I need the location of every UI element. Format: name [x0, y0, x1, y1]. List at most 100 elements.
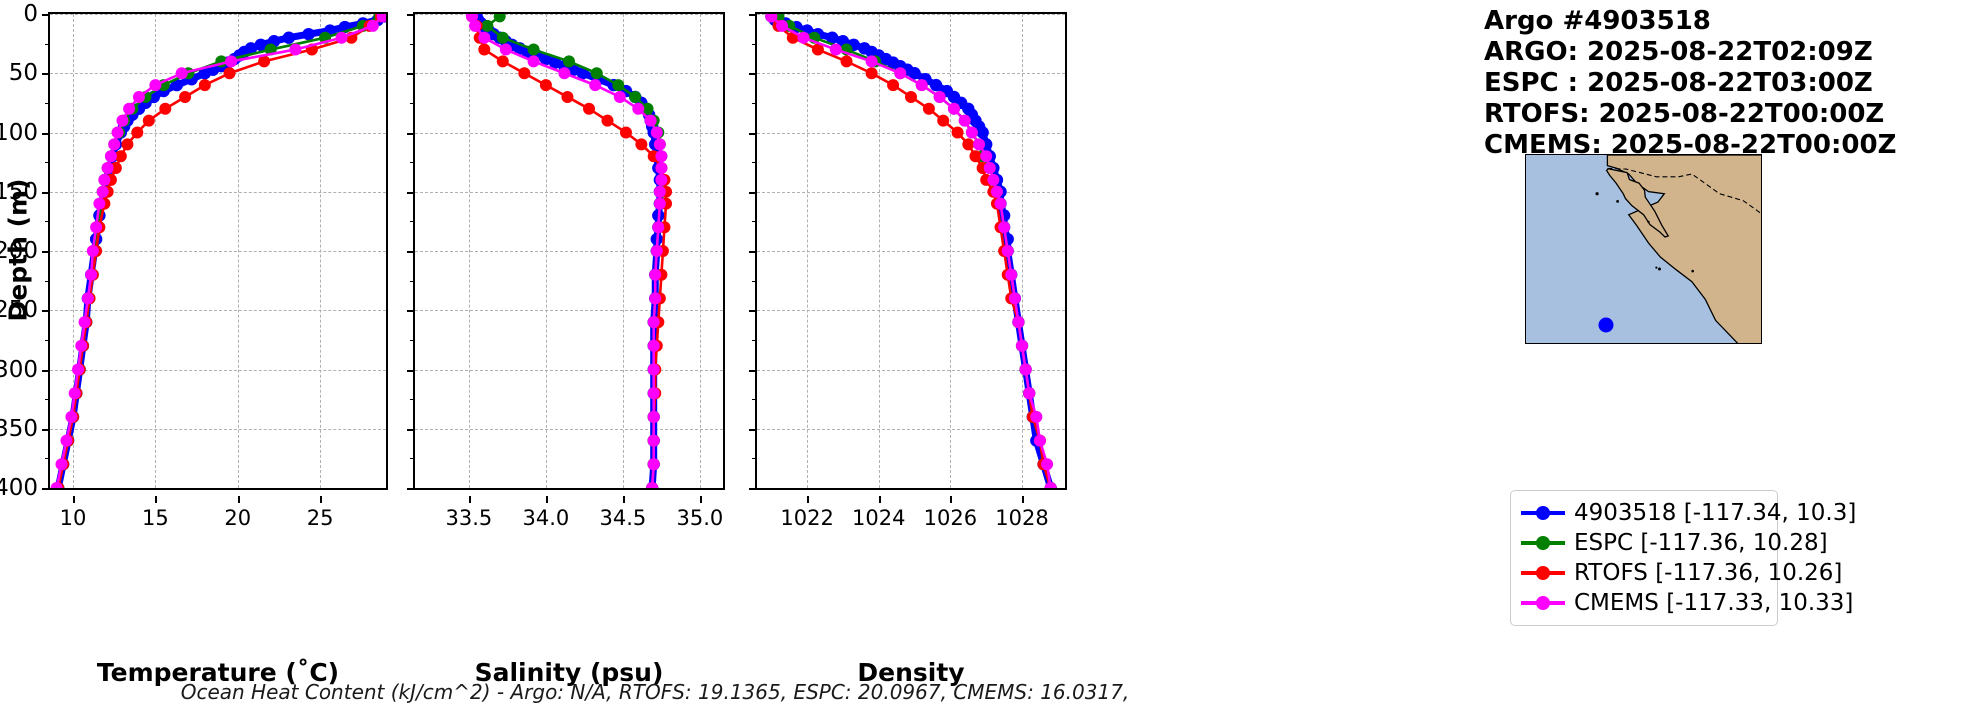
x-tick-label-density-1: 1024	[852, 506, 906, 530]
location-map[interactable]: 33°N30°N27°N24°N21°N18°N15°N12°N9°N126°W…	[1525, 154, 1762, 344]
y-tick-label-350: 350	[0, 415, 38, 442]
map-coastline	[1595, 155, 1761, 343]
series-temperature-RTOFS	[52, 14, 386, 488]
map-lon-tick-top	[1633, 154, 1636, 155]
legend-label-rtofs: RTOFS [-117.36, 10.26]	[1574, 560, 1843, 586]
argo-float-marker[interactable]	[1598, 317, 1614, 333]
legend-item-argo[interactable]: 4903518 [-117.34, 10.3]	[1521, 498, 1856, 528]
y-tick-minor	[45, 458, 50, 460]
legend-dot	[1536, 506, 1550, 520]
map-lon-tick-top-minor	[1550, 154, 1552, 155]
y-tick-minor	[752, 339, 757, 341]
series-salinity-ESPC	[481, 14, 668, 488]
series-layer-salinity	[465, 14, 673, 488]
y-tick	[42, 73, 50, 76]
gridline-horizontal	[50, 369, 386, 371]
gridline-horizontal	[415, 14, 723, 15]
x-tick	[155, 496, 158, 503]
map-lat-label-5: 18°N	[1525, 263, 1526, 279]
y-tick-minor	[410, 339, 415, 341]
x-tick-label-temperature-1: 15	[142, 506, 169, 530]
legend-item-rtofs[interactable]: RTOFS [-117.36, 10.26]	[1521, 558, 1842, 588]
map-lon-tick-top-minor	[1621, 154, 1623, 155]
island	[1647, 220, 1650, 224]
y-tick	[42, 191, 50, 194]
y-tick	[42, 369, 50, 372]
header-line-0: Argo #4903518	[1484, 6, 1711, 36]
header-line-3: RTOFS: 2025-08-22T00:00Z	[1484, 98, 1885, 129]
y-tick-minor	[410, 399, 415, 401]
x-tick	[545, 496, 548, 503]
map-lat-label-0: 33°N	[1525, 158, 1526, 174]
gridline-horizontal	[415, 251, 723, 252]
legend-dot	[1536, 566, 1550, 580]
y-tick-label-200: 200	[0, 238, 38, 264]
y-tick	[407, 132, 415, 135]
y-tick-minor	[752, 399, 757, 401]
y-tick	[42, 428, 50, 431]
map-lat-label-6: 15°N	[1525, 284, 1526, 300]
y-tick-label-400: 400	[0, 475, 38, 501]
x-tick-label-salinity-3: 35.0	[676, 506, 724, 530]
axis-title-salinity: Salinity (psu)	[474, 658, 664, 687]
y-tick-minor	[752, 162, 757, 164]
panel-density: 1022 1024 1026 1028	[749, 12, 1067, 530]
map-lon-tick-top	[1751, 154, 1754, 155]
y-tick-minor	[752, 43, 757, 45]
gridline-horizontal	[757, 251, 1065, 252]
legend-marker-argo	[1521, 506, 1565, 520]
header-line-1: ARGO: 2025-08-22T02:09Z	[1484, 36, 1873, 67]
y-tick	[407, 488, 415, 490]
y-tick-minor	[45, 221, 50, 223]
ocean-heat-content-caption: Ocean Heat Content (kJ/cm^2) - Argo: N/A…	[180, 680, 1130, 704]
map-lat-label-2: 27°N	[1525, 200, 1526, 216]
gridline-horizontal	[757, 369, 1065, 371]
y-tick-minor	[752, 102, 757, 104]
y-tick	[407, 428, 415, 431]
plot-area-density	[757, 14, 1065, 488]
gridline-horizontal	[415, 310, 723, 312]
x-tick-label-salinity-1: 34.0	[522, 506, 570, 530]
y-tick	[749, 14, 757, 16]
y-tick-minor	[410, 221, 415, 223]
gridline-horizontal	[50, 14, 386, 15]
gridline-horizontal	[50, 132, 386, 134]
x-tick	[622, 496, 625, 503]
map-lon-tick-top	[1538, 154, 1541, 155]
y-tick	[407, 369, 415, 372]
island	[1658, 267, 1661, 271]
map-lat-label-7: 12°N	[1525, 305, 1526, 321]
legend-marker-espc	[1521, 536, 1565, 550]
series-salinity-RTOFS	[465, 14, 673, 488]
panel-salinity: 33.5 34.0 34.5 35.0	[407, 12, 725, 530]
x-tick-label-temperature-2: 20	[224, 506, 252, 530]
y-tick	[749, 369, 757, 372]
gridline-horizontal	[757, 310, 1065, 312]
y-tick-label-300: 300	[0, 356, 38, 383]
map-lat-tick-minor	[1525, 197, 1526, 199]
legend-label-argo: 4903518 [-117.34, 10.3]	[1574, 500, 1857, 526]
map-lon-tick-top-minor	[1716, 154, 1718, 155]
x-tick-label-temperature-0: 10	[59, 506, 87, 530]
gridline-horizontal	[50, 73, 386, 75]
y-tick	[749, 310, 757, 313]
y-tick	[407, 191, 415, 194]
series-density-ESPC	[772, 14, 1057, 488]
argo-metadata-header: Argo #4903518 ARGO: 2025-08-22T02:09Z ESPC…	[1484, 6, 1896, 161]
map-lon-tick-top	[1585, 154, 1588, 155]
map-lon-tick-top	[1727, 154, 1730, 155]
panel-temperature: 10 15 20 25 0 50 100 150 200 250 300 350 400	[0, 1, 388, 530]
island	[1616, 200, 1619, 203]
island	[1655, 266, 1658, 269]
legend-label-cmems: CMEMS [-117.33, 10.33]	[1574, 590, 1854, 616]
legend-item-espc[interactable]: ESPC [-117.36, 10.28]	[1521, 528, 1828, 558]
legend-item-cmems[interactable]: CMEMS [-117.33, 10.33]	[1521, 588, 1853, 618]
series-layer-temperature	[50, 14, 386, 488]
gridline-horizontal	[50, 428, 386, 430]
y-tick	[42, 488, 50, 490]
y-tick	[42, 14, 50, 16]
map-lat-label-4: 21°N	[1525, 242, 1526, 258]
y-tick	[407, 73, 415, 76]
y-tick-minor	[45, 339, 50, 341]
y-tick-label-50: 50	[8, 60, 38, 87]
